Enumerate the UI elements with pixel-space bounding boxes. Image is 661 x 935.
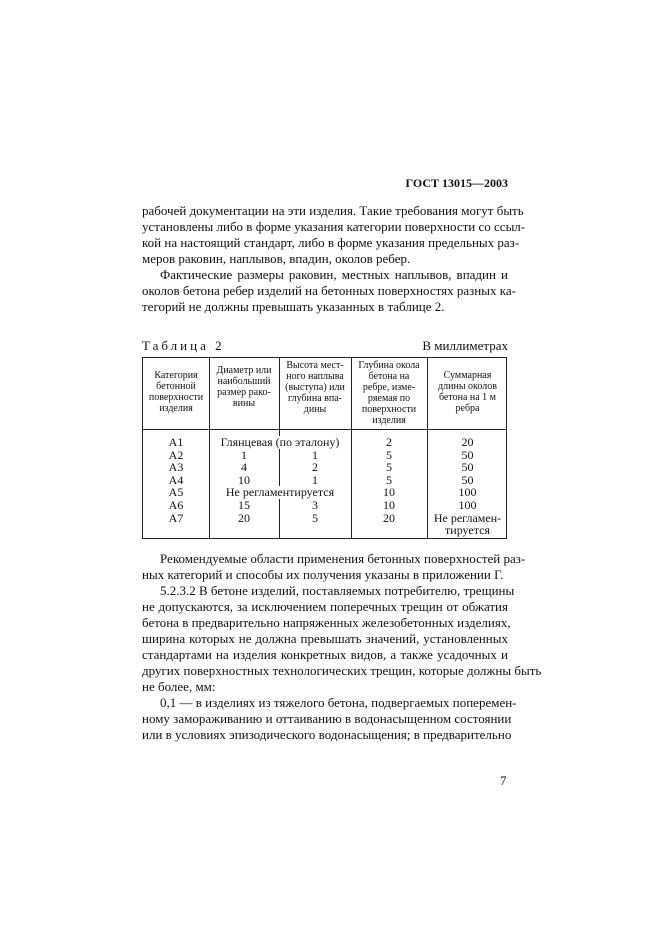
text-line: бетона в предварительно напряженных желе…: [142, 615, 511, 630]
table-cell: А5: [168, 485, 184, 500]
table-cell: 5: [386, 447, 392, 462]
column-header: Суммарная длины околов бетона на 1 м реб…: [438, 370, 497, 414]
text-line: стандартами на изделия конкретных видов,…: [142, 647, 508, 662]
text-line: рабочей документации на эти изделия. Так…: [142, 203, 524, 218]
table-cell: А1: [168, 435, 184, 449]
text-line: ширина которых не должна превышать значе…: [142, 631, 508, 646]
table-cell: А2: [168, 447, 184, 462]
table-cell: Глянцевая (по эталону): [210, 436, 350, 449]
document-header: ГОСТ 13015—2003: [405, 176, 509, 190]
text-line: других поверхностных технологических тре…: [142, 663, 542, 678]
table-cell: 2: [312, 460, 318, 475]
page-number: 7: [500, 773, 507, 788]
table-cell: А7: [168, 510, 184, 525]
data-table: Категория бетонной поверхности изделия Ди…: [142, 357, 507, 539]
table-cell: 10: [383, 485, 395, 500]
text-line: не более, мм:: [142, 679, 216, 694]
text-line: тегорий не должны превышать указанных в …: [142, 299, 445, 314]
table-cell: 5: [312, 510, 318, 525]
table-cell: 5: [386, 460, 392, 475]
text-line: околов бетона ребер изделий на бетонных …: [142, 283, 516, 298]
text-line: ному замораживанию и оттаиванию в водона…: [142, 711, 512, 726]
column-header: Категория бетонной поверхности изделия: [148, 370, 204, 414]
table-cell: 1: [312, 447, 318, 462]
table-cell: 5: [386, 472, 392, 487]
table-cell: 4: [241, 460, 247, 475]
table-cell: 20: [461, 435, 474, 449]
table-unit: В миллиметрах: [422, 338, 508, 353]
table-cell: 100: [458, 498, 477, 512]
table-cell: 100: [458, 485, 477, 500]
text-line: Фактические размеры раковин, местных нап…: [160, 267, 508, 282]
column-divider: [427, 358, 428, 538]
text-line: Рекомендуемые области применения бетонны…: [160, 551, 526, 566]
table-cell: 10: [238, 472, 250, 487]
table-cell: А6: [168, 498, 184, 512]
table-cell: Не регламен- тируется: [433, 510, 502, 538]
table-cell: 1: [312, 472, 318, 487]
table-cell: 10: [383, 498, 395, 512]
table-cell: 20: [238, 510, 250, 525]
column-header: Диаметр или наибольший размер рако- вины: [216, 365, 272, 409]
text-line: не допускаются, за исключением поперечны…: [142, 599, 508, 614]
table-cell: 50: [461, 472, 474, 487]
text-line: установлены либо в форме указания катего…: [142, 219, 526, 234]
table-cell: 50: [461, 447, 474, 462]
text-line: кой на настоящий стандарт, либо в форме …: [142, 235, 520, 250]
table-cell: 1: [241, 447, 247, 462]
column-header: Высота мест- ного наплыва (выступа) или …: [285, 360, 345, 415]
table-cell: 15: [238, 498, 250, 512]
column-header: Глубина окола бетона на ребре, изме- ряе…: [358, 360, 420, 426]
text-line: 0,1 — в изделиях из тяжелого бетона, под…: [160, 695, 517, 710]
table-cell: А3: [168, 460, 184, 475]
table-cell: 50: [461, 460, 474, 475]
text-line: или в условиях эпизодического водонасыще…: [142, 727, 512, 742]
text-line: меров раковин, наплывов, впадин, околов …: [142, 251, 411, 266]
table-cell: 20: [383, 510, 395, 525]
table-cell: 2: [386, 435, 392, 449]
table-cell: Не регламентируется: [210, 486, 350, 499]
text-line: 5.2.3.2 В бетоне изделий, поставляемых п…: [160, 583, 515, 598]
column-divider: [351, 358, 352, 538]
header-divider: [143, 429, 506, 430]
text-line: ных категорий и способы их получения ука…: [142, 567, 504, 582]
table-cell: 3: [312, 498, 318, 512]
table-cell: А4: [168, 472, 184, 487]
column-divider: [209, 358, 210, 538]
table-title: Таблица 2: [142, 338, 225, 353]
